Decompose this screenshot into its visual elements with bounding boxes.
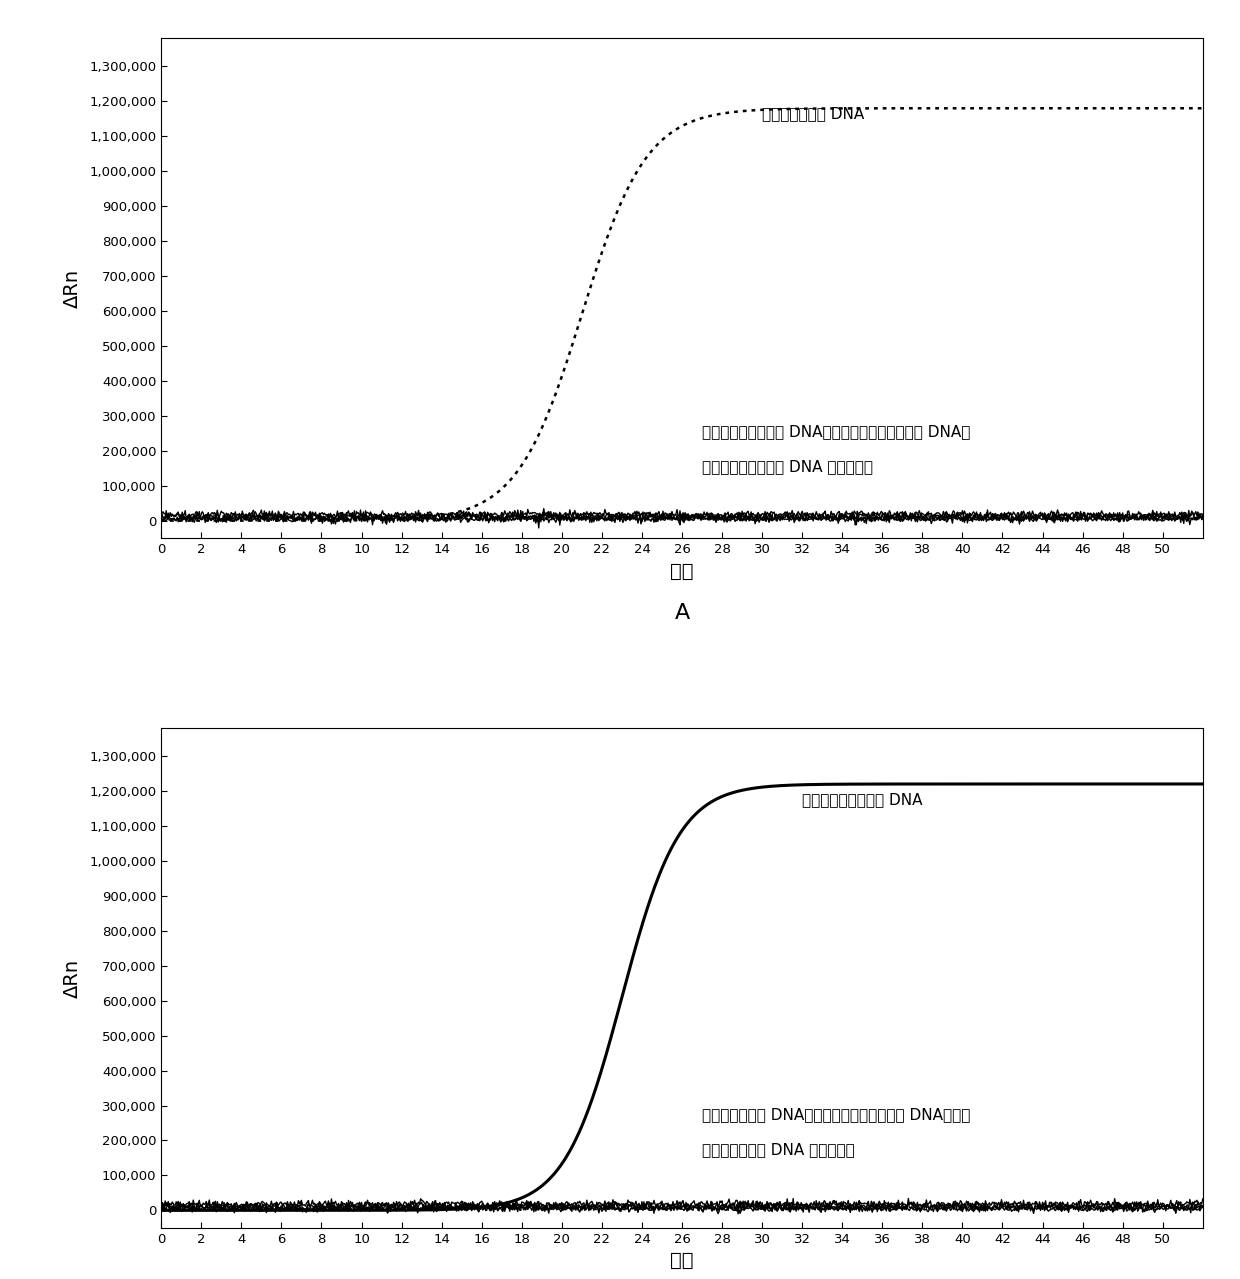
Text: 铜绿假单胞菌基因组 DNA、肺炎克雷伯氏菌基因组 DNA、: 铜绿假单胞菌基因组 DNA、肺炎克雷伯氏菌基因组 DNA、 [702,425,971,439]
Text: 大肠杆菌基因组 DNA、肺炎克雷伯氏菌基因组 DNA、鲍曼: 大肠杆菌基因组 DNA、肺炎克雷伯氏菌基因组 DNA、鲍曼 [702,1106,971,1122]
Text: 铜绿假单胞菌基因组 DNA: 铜绿假单胞菌基因组 DNA [802,792,923,807]
Text: 鲍曼不动杆菌基因组 DNA 和阴性对照: 鲍曼不动杆菌基因组 DNA 和阴性对照 [702,459,873,475]
Y-axis label: ΔRn: ΔRn [63,958,82,998]
Text: A: A [675,604,689,623]
Text: 不动杆菌基因组 DNA 和阴性对照: 不动杆菌基因组 DNA 和阴性对照 [702,1142,854,1156]
X-axis label: 循环: 循环 [671,561,693,581]
Text: 大肠杆菌基因组 DNA: 大肠杆菌基因组 DNA [763,106,864,122]
Y-axis label: ΔRn: ΔRn [63,269,82,308]
X-axis label: 循环: 循环 [671,1251,693,1270]
